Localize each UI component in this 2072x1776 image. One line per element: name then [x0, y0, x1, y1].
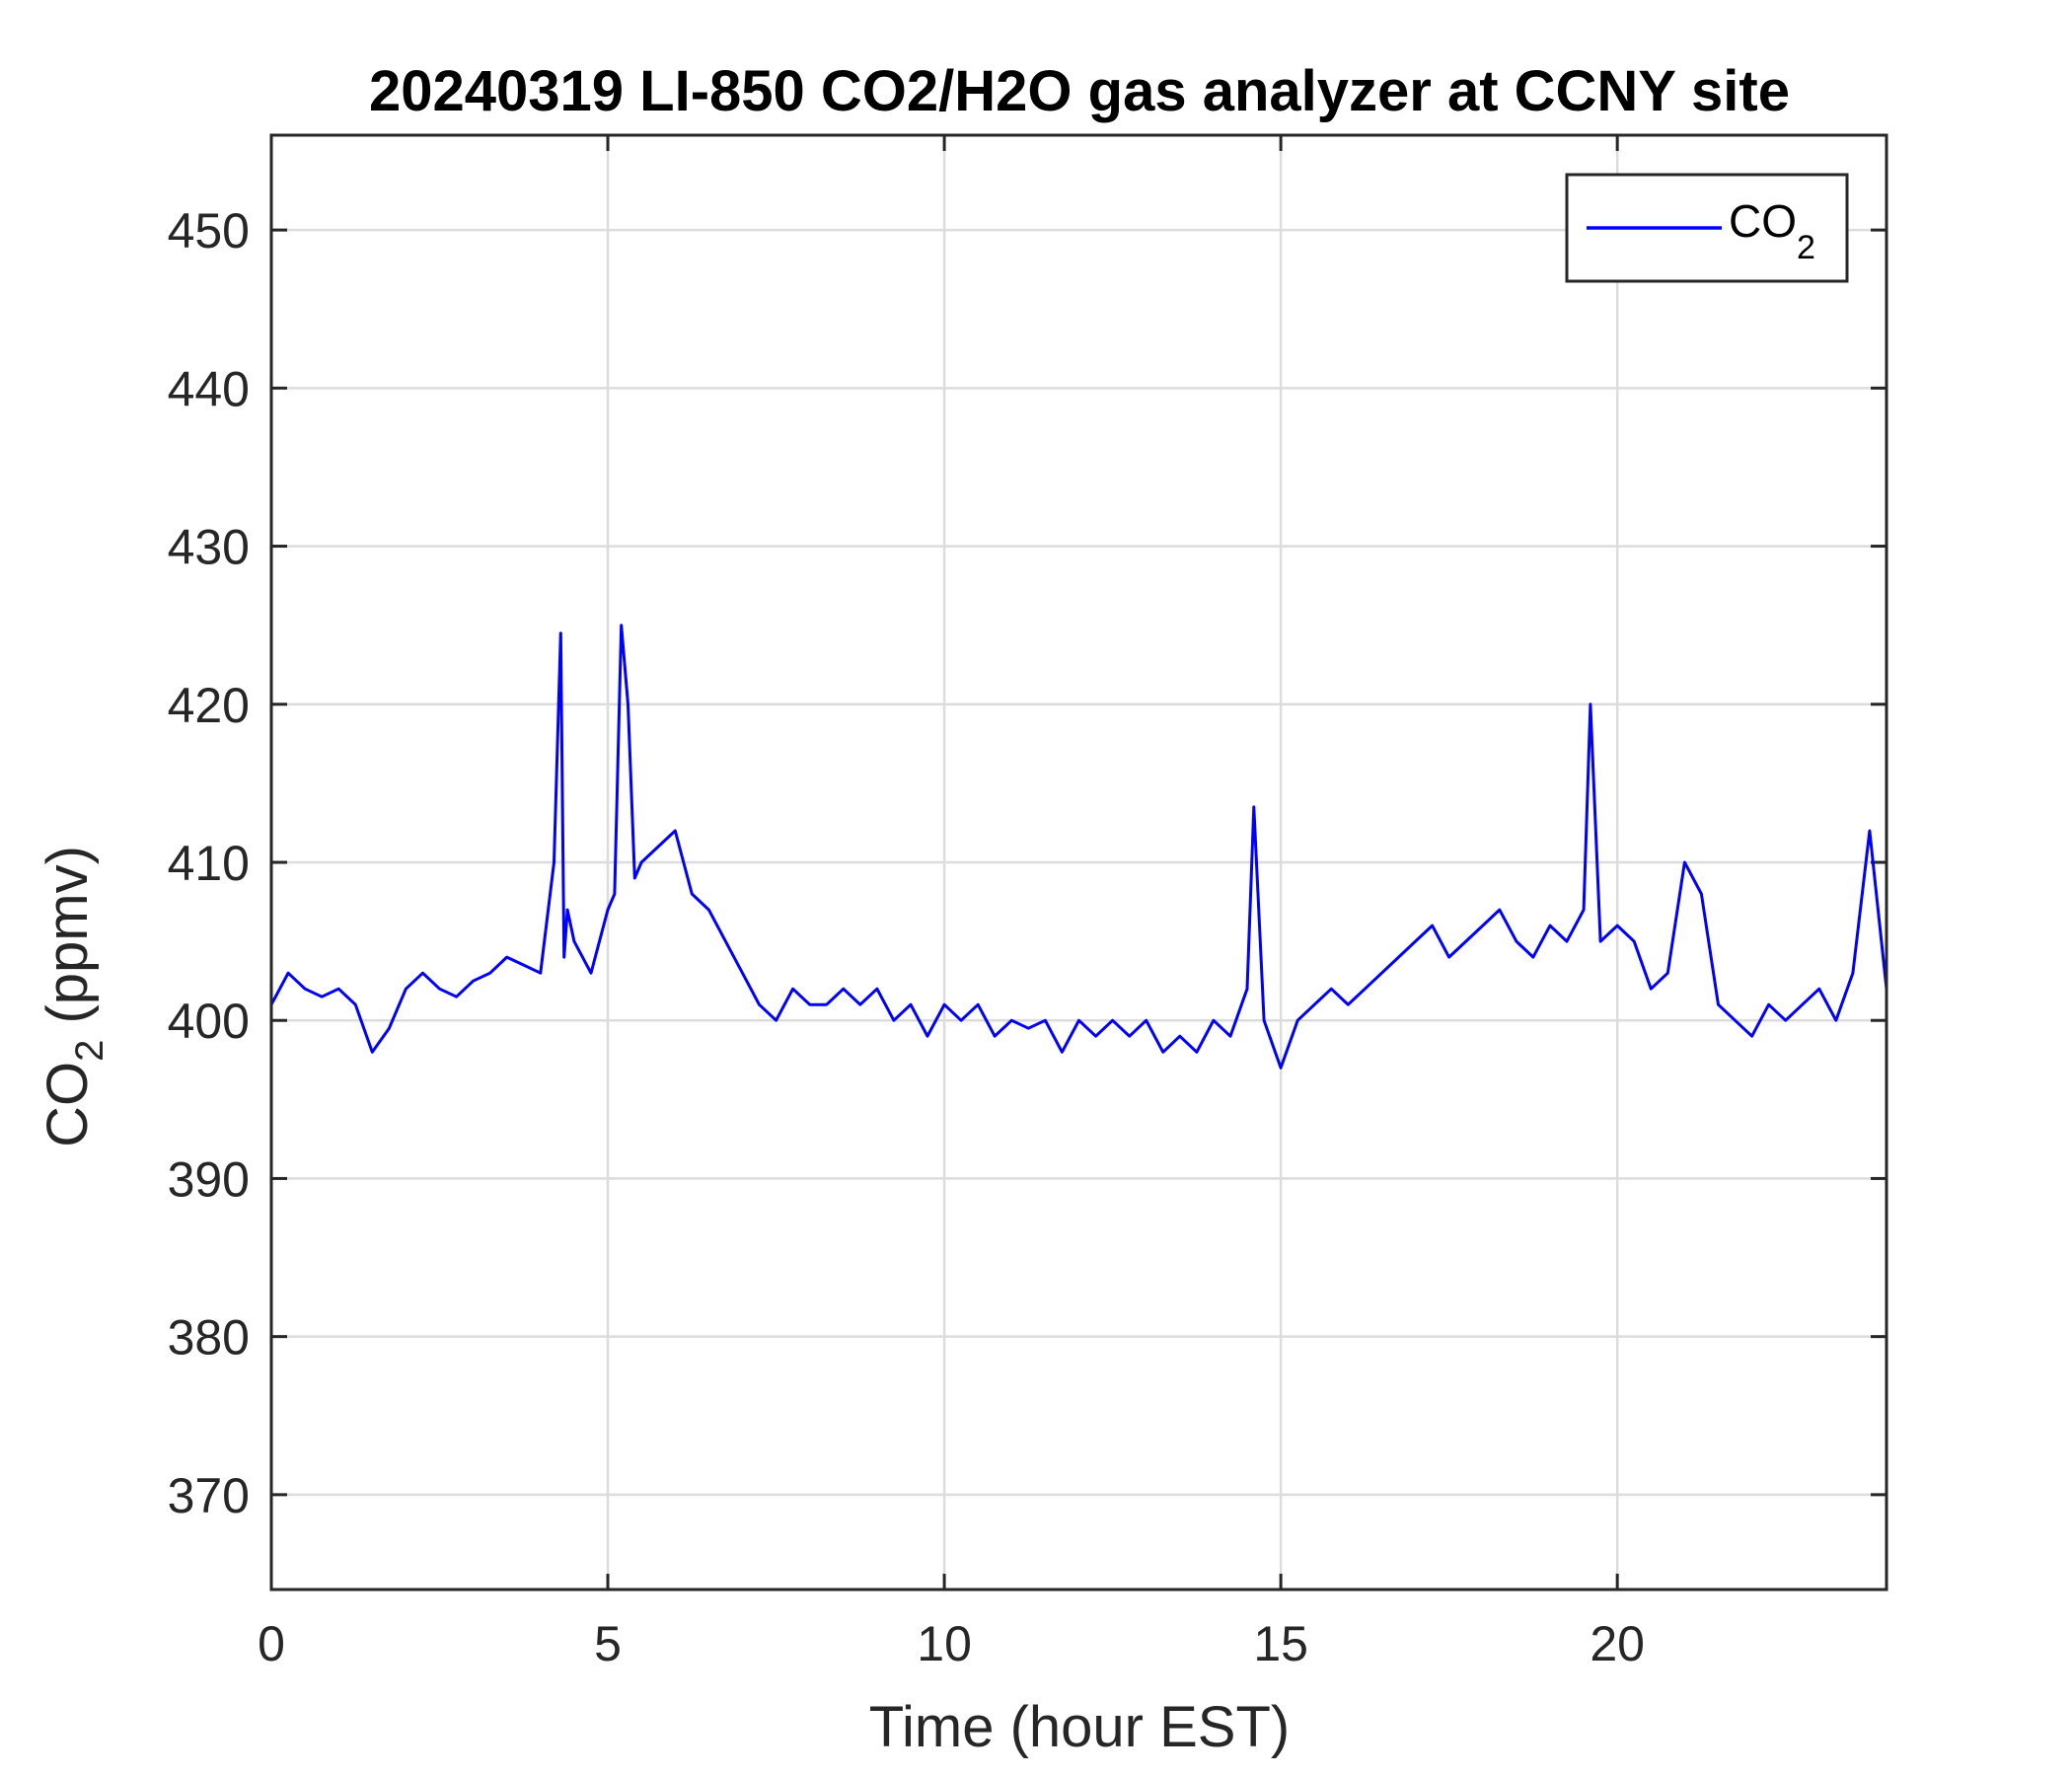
x-tick-label: 10	[917, 1616, 972, 1671]
legend-label-co2: CO2	[1729, 195, 1815, 266]
plot-frame	[269, 133, 1888, 1591]
y-axis-label-main: CO	[36, 1062, 100, 1147]
legend-label-subscript: 2	[1797, 229, 1815, 266]
y-tick-label: 430	[168, 520, 250, 575]
legend: CO2	[1565, 173, 1849, 283]
y-tick-label: 400	[168, 994, 250, 1049]
y-tick-label: 370	[168, 1468, 250, 1523]
tick-labels: 0 5 10 15 20 370 380 390 400 410 420 430 440 450	[168, 203, 1645, 1671]
y-tick-label: 410	[168, 836, 250, 891]
chart-title: 20240319 LI-850 CO2/H2O gas analyzer at …	[369, 59, 1790, 123]
y-axis-label-units: (ppmv)	[36, 846, 100, 1040]
y-tick-label: 440	[168, 361, 250, 416]
x-tick-label: 5	[594, 1616, 622, 1671]
series-line-co2	[269, 624, 1888, 1070]
x-tick-label: 20	[1590, 1616, 1645, 1671]
y-tick-label: 420	[168, 678, 250, 733]
y-tick-label: 390	[168, 1151, 250, 1207]
x-tick-label: 0	[258, 1616, 285, 1671]
grid	[271, 135, 1887, 1590]
y-tick-label: 380	[168, 1310, 250, 1366]
x-axis-label: Time (hour EST)	[869, 1695, 1290, 1759]
legend-label-main: CO	[1729, 195, 1797, 247]
series-layer	[269, 624, 1888, 1070]
y-axis-label-subscript: 2	[68, 1040, 111, 1062]
x-tick-label: 15	[1253, 1616, 1308, 1671]
y-tick-label: 450	[168, 203, 250, 259]
y-axis-label: CO2 (ppmv)	[36, 846, 111, 1147]
